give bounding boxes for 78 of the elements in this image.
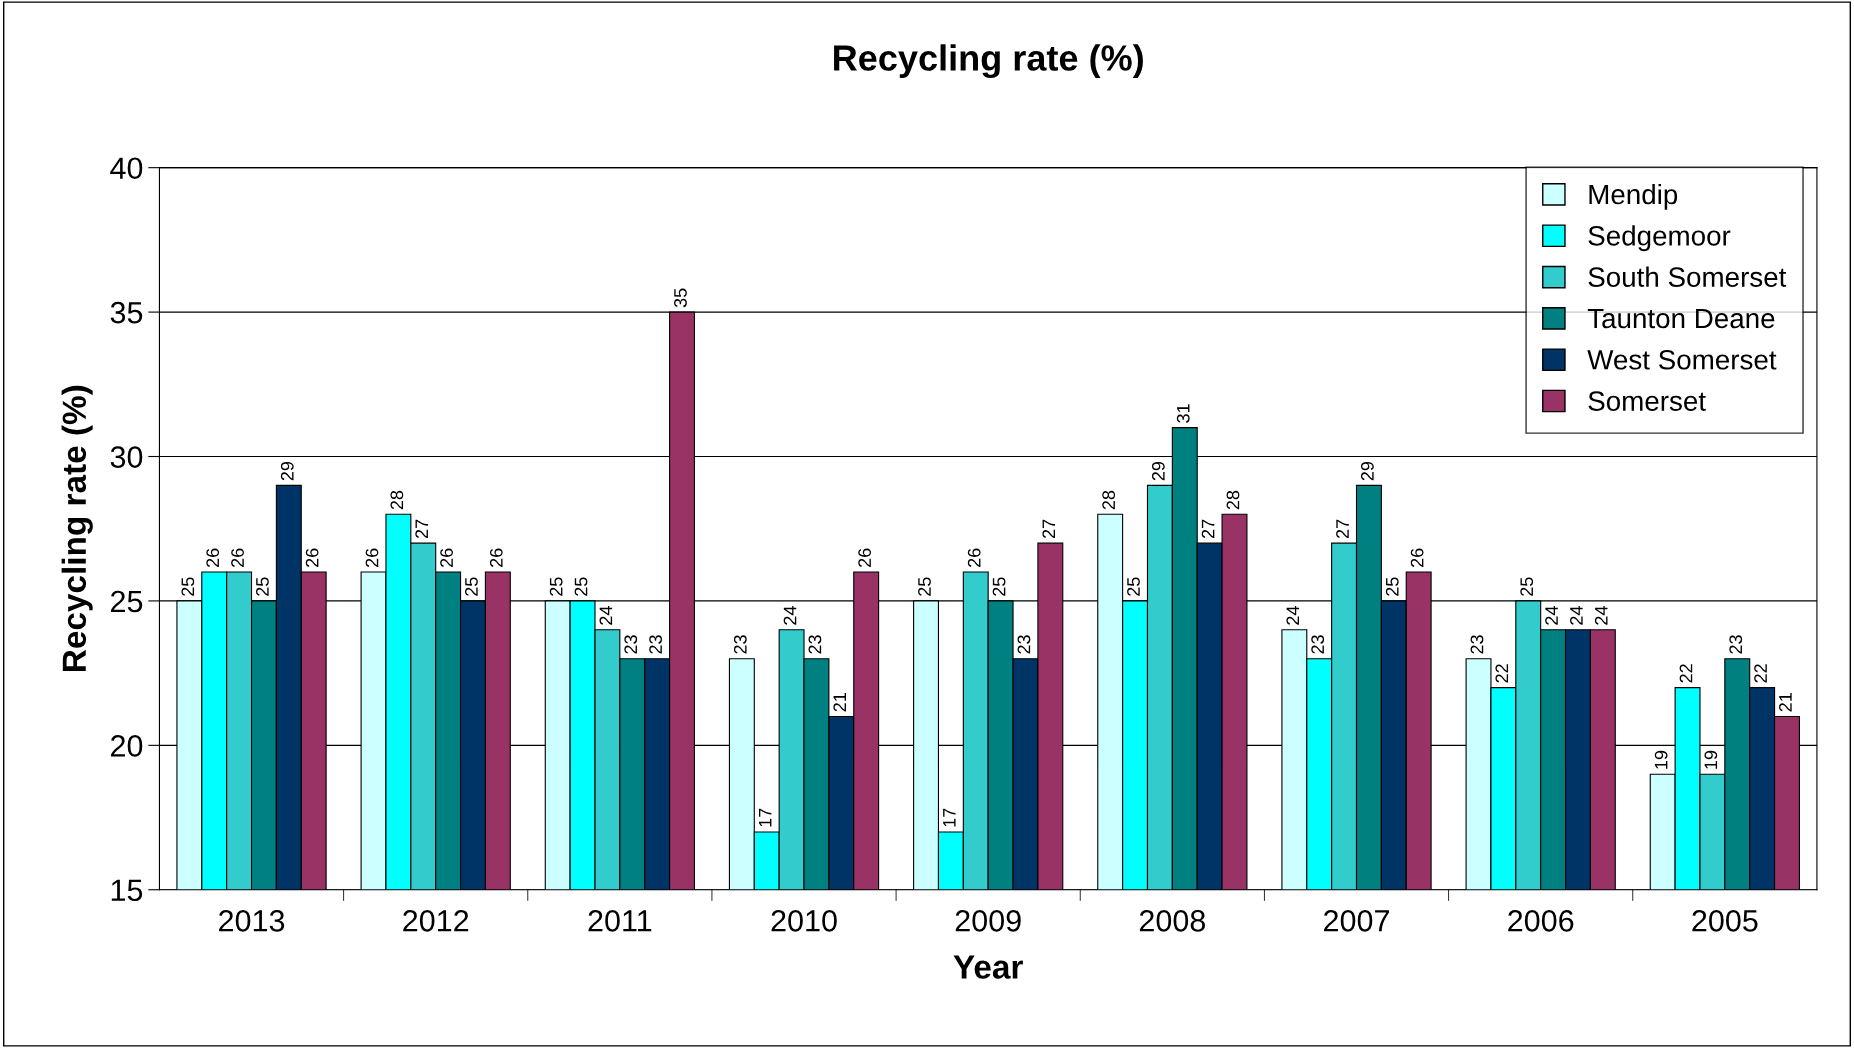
y-tick-label: 35 (110, 301, 143, 324)
data-label: 35 (674, 288, 687, 308)
data-label: 17 (758, 808, 772, 827)
x-tick-label: 2005 (1692, 910, 1758, 932)
data-label: 19 (1654, 750, 1668, 769)
data-label: 24 (1570, 606, 1583, 625)
data-label: 23 (1017, 635, 1031, 654)
data-label: 27 (1042, 519, 1056, 539)
y-tick-label: 30 (110, 446, 143, 468)
data-label: 26 (305, 548, 319, 567)
data-label: 23 (649, 635, 662, 654)
data-label: 26 (858, 548, 872, 567)
data-label: 25 (918, 577, 931, 596)
data-label: 23 (624, 635, 638, 654)
data-label: 28 (1102, 490, 1116, 510)
data-label: 25 (992, 577, 1006, 596)
legend-label: South Somerset (1588, 266, 1787, 287)
data-label: 23 (1311, 635, 1325, 654)
data-label: 23 (1729, 635, 1743, 654)
data-label: 17 (943, 808, 956, 827)
data-label: 26 (365, 548, 379, 567)
legend-label: Somerset (1588, 391, 1706, 411)
data-label: 25 (1127, 577, 1140, 596)
data-label: 25 (181, 577, 195, 596)
legend-label: Taunton Deane (1587, 308, 1775, 329)
data-label: 27 (1201, 519, 1215, 539)
x-tick-label: 2013 (219, 910, 285, 932)
data-label: 22 (1679, 664, 1693, 683)
data-label: 25 (465, 577, 478, 596)
data-label: 26 (1410, 548, 1424, 567)
data-label: 29 (1151, 462, 1165, 481)
data-label: 24 (1594, 606, 1608, 625)
chart-title: Recycling rate (%) (834, 44, 1143, 79)
data-label: 25 (1385, 577, 1399, 596)
data-label: 25 (549, 577, 563, 596)
data-label: 27 (1336, 519, 1349, 539)
data-label: 26 (967, 548, 981, 567)
x-tick-label: 2006 (1508, 910, 1574, 932)
data-label: 26 (489, 548, 503, 567)
data-label: 25 (574, 577, 588, 596)
data-label: 28 (390, 490, 404, 510)
x-tick-label: 2008 (1139, 910, 1206, 932)
data-label: 31 (1176, 404, 1190, 423)
legend-label: West Somerset (1587, 349, 1777, 370)
data-label: 26 (206, 548, 220, 567)
x-tick-label: 2007 (1324, 910, 1389, 932)
data-label: 29 (280, 462, 294, 481)
x-tick-label: 2010 (771, 910, 837, 932)
y-tick-label: 40 (110, 157, 143, 180)
data-label: 21 (1779, 693, 1792, 712)
data-label: 21 (833, 693, 846, 712)
legend-label: Mendip (1589, 183, 1678, 210)
data-label: 27 (415, 519, 428, 539)
x-tick-label: 2012 (403, 910, 469, 932)
data-label: 24 (1286, 606, 1300, 625)
legend-label: Sedgemoor (1588, 225, 1731, 252)
x-tick-label: 2011 (588, 910, 652, 932)
y-tick-label: 20 (111, 735, 143, 757)
y-tick-label: 25 (111, 590, 143, 613)
data-label: 25 (256, 577, 269, 596)
data-label: 28 (1226, 490, 1240, 510)
data-label: 26 (231, 548, 244, 567)
x-axis-title: Year (953, 955, 1023, 979)
data-label: 26 (440, 548, 453, 567)
data-label: 23 (1470, 635, 1484, 654)
data-label: 25 (1520, 577, 1534, 596)
y-tick-label: 15 (111, 879, 143, 902)
data-label: 23 (808, 635, 822, 654)
data-label: 24 (1545, 606, 1558, 625)
data-label: 22 (1754, 664, 1767, 683)
data-label: 24 (783, 606, 797, 625)
data-label: 22 (1495, 664, 1509, 683)
y-axis-title: Recycling rate (%) (61, 385, 93, 671)
data-label: 29 (1361, 462, 1374, 481)
data-label: 23 (733, 635, 747, 654)
data-label: 24 (599, 606, 613, 625)
x-tick-label: 2009 (955, 910, 1021, 932)
data-label: 19 (1704, 750, 1718, 769)
